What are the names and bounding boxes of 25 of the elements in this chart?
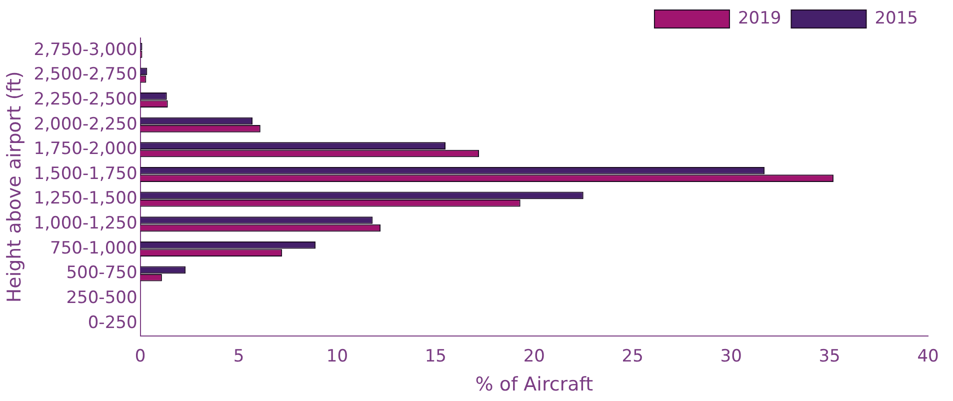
y-tick-label: 500-750 xyxy=(66,263,138,284)
legend-label: 2015 xyxy=(874,8,918,28)
x-tick-label: 0 xyxy=(134,346,146,366)
y-tick-label: 2,500-2,750 xyxy=(34,64,138,85)
x-tick-label: 15 xyxy=(424,346,446,366)
x-tick-label: 35 xyxy=(818,346,840,366)
y-tick-label: 2,000-2,250 xyxy=(34,114,138,134)
y-tick-label: 1,000-1,250 xyxy=(34,214,138,234)
y-axis-title: Height above airport (ft) xyxy=(3,71,26,303)
y-tick-label: 0-250 xyxy=(88,312,138,333)
y-tick-label: 250-500 xyxy=(66,288,138,308)
x-tick-label: 40 xyxy=(917,346,939,366)
y-tick-label: 2,750-3,000 xyxy=(34,40,138,60)
y-tick-label: 2,250-2,500 xyxy=(34,89,138,110)
x-tick-label: 5 xyxy=(233,346,244,366)
y-tick-label: 750-1,000 xyxy=(50,238,138,258)
legend-label: 2019 xyxy=(738,8,782,28)
x-axis-title: % of Aircraft xyxy=(475,374,594,396)
x-tick-label: 30 xyxy=(720,346,742,366)
x-tick-label: 25 xyxy=(622,346,644,366)
x-tick-label: 20 xyxy=(523,346,545,366)
x-tick-label: 10 xyxy=(326,346,348,366)
y-tick-label: 1,500-1,750 xyxy=(34,164,138,184)
y-tick-label: 1,750-2,000 xyxy=(34,139,138,160)
y-tick-label: 1,250-1,500 xyxy=(34,188,138,209)
